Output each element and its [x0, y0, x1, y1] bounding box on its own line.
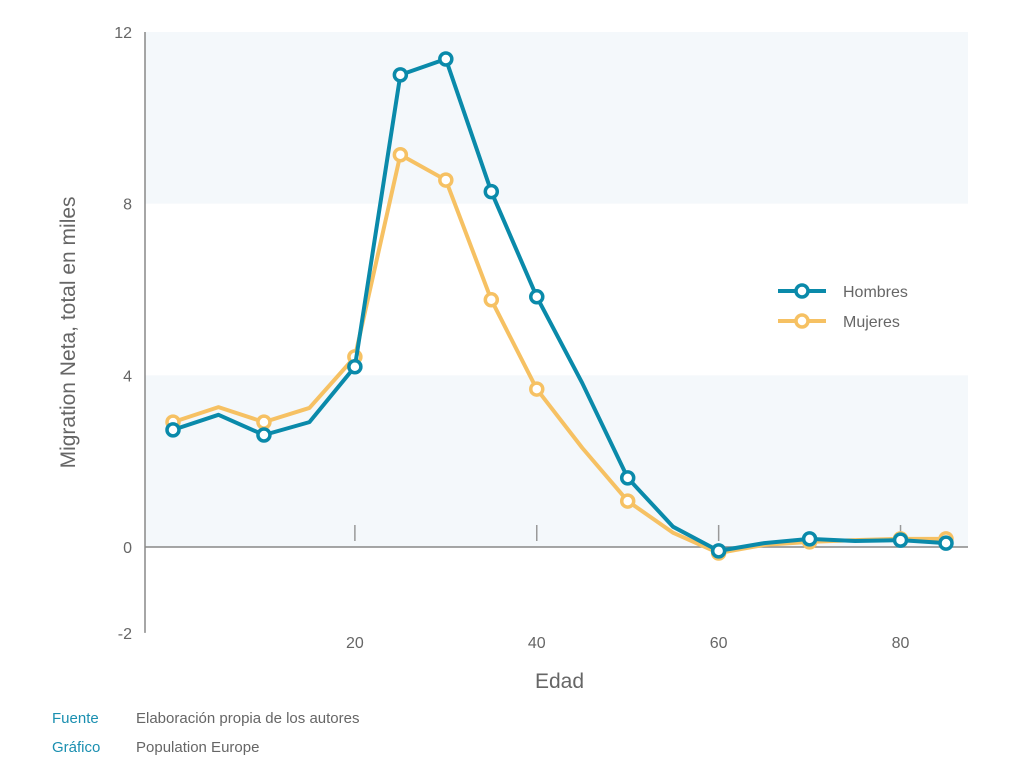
point-hombres [438, 51, 454, 67]
source-note: Fuente Elaboración propia de los autores [52, 710, 359, 727]
x-axis-title: Edad [535, 670, 584, 693]
point-hombres [801, 531, 818, 547]
legend-marker-mujeres [794, 313, 810, 329]
y-tick-label: 0 [123, 540, 132, 557]
point-hombres [529, 289, 545, 305]
legend-label-hombres: Hombres [843, 284, 908, 301]
band-8-12 [145, 32, 968, 204]
point-mujeres [438, 172, 454, 188]
point-hombres [710, 543, 727, 559]
x-tick-label: 20 [346, 635, 364, 652]
point-hombres [347, 359, 363, 375]
line-chart: -2 0 4 8 12 20 40 60 80 Edad Migration Neta, total… [57, 25, 968, 693]
chart-value: Population Europe [136, 739, 260, 756]
point-mujeres [256, 414, 272, 430]
point-hombres [483, 183, 500, 200]
point-hombres [892, 532, 909, 548]
x-tick-label: 60 [710, 635, 728, 652]
y-axis-title: Migration Neta, total en miles [57, 196, 80, 468]
x-tick-label: 80 [892, 635, 910, 652]
point-hombres [938, 535, 954, 551]
point-mujeres [529, 381, 545, 397]
point-mujeres [619, 493, 636, 509]
band-0-4 [145, 375, 968, 547]
point-hombres [256, 427, 272, 443]
x-tick-label: 40 [528, 635, 546, 652]
point-hombres [392, 67, 409, 83]
point-mujeres [392, 146, 409, 163]
y-tick-label: 8 [123, 197, 132, 214]
point-hombres [619, 470, 636, 486]
point-mujeres [483, 292, 500, 308]
source-label: Fuente [52, 710, 99, 727]
chart-label: Gráfico [52, 739, 101, 756]
point-hombres [165, 422, 181, 438]
legend-marker-hombres [794, 283, 810, 299]
source-value: Elaboración propia de los autores [136, 710, 360, 727]
y-tick-label: -2 [118, 626, 132, 643]
y-tick-label: 12 [114, 25, 132, 42]
y-tick-label: 4 [123, 368, 132, 385]
legend-label-mujeres: Mujeres [843, 314, 900, 331]
chart-credit: Gráfico Population Europe [52, 739, 259, 756]
